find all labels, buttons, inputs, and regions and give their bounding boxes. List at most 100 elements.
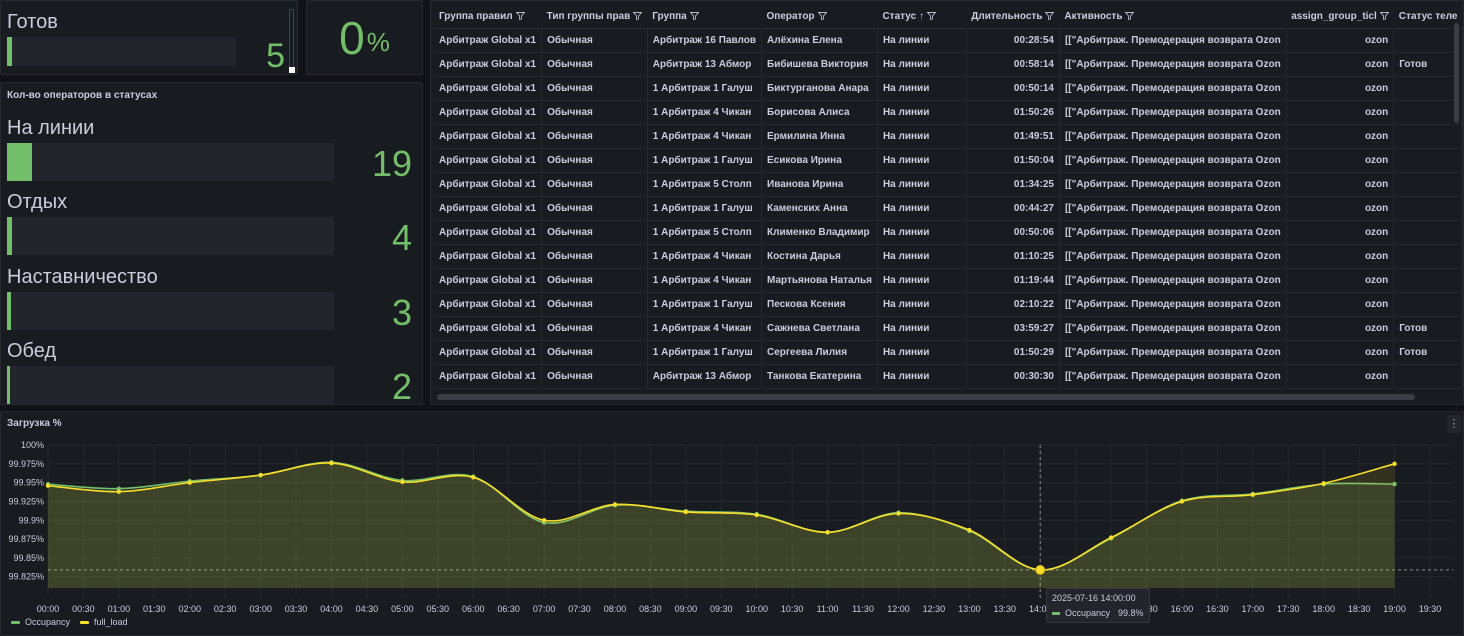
legend-item-occupancy[interactable]: Occupancy [11,617,70,627]
table-row[interactable]: Арбитраж Global x1 Обычная Арбитраж 16 Пав… [434,28,1463,53]
table-cell [1393,364,1463,389]
table-cell: На линии [877,220,967,245]
table-cell: ozon [1286,172,1395,197]
filter-icon[interactable] [1122,11,1135,22]
filter-icon[interactable] [924,11,937,22]
table-cell [1393,220,1463,245]
x-tick-label: 13:00 [958,604,981,614]
status-name: Отдых [7,191,68,213]
filter-icon[interactable] [513,11,525,22]
table-cell: Арбитраж Global x1 [434,220,543,245]
column-header[interactable]: Тип группы прав [541,6,648,29]
table-cell: На линии [877,148,967,173]
table-cell: Арбитраж 13 Абмор [647,364,763,389]
table-cell: 01:50:26 [966,100,1060,125]
column-header[interactable]: Группа [647,6,762,29]
table-row[interactable]: Арбитраж Global x1 Обычная 1 Арбитраж 1 Га… [434,340,1463,365]
table-cell: 01:34:25 [966,172,1060,197]
table-cell: [["Арбитраж. Премодерация возврата Ozon [1059,196,1287,221]
table-cell: Бибишева Виктория [761,52,878,77]
table-cell [1393,76,1463,101]
table-horizontal-scrollbar[interactable] [437,394,1415,400]
table-cell: Обычная [541,52,648,77]
table-cell: Арбитраж 13 Абмор [647,52,763,77]
column-header[interactable]: Статус теле [1393,6,1463,29]
table-row[interactable]: Арбитраж Global x1 Обычная Арбитраж 13 Абм… [434,52,1463,77]
data-point [258,472,263,478]
table-cell: ozon [1286,28,1395,53]
column-header[interactable]: Длительность [966,6,1060,29]
table-row[interactable]: Арбитраж Global x1 Обычная 1 Арбитраж 5 Ст… [434,220,1463,245]
table-cell: 00:50:06 [966,220,1060,245]
data-point [116,489,122,494]
filter-icon[interactable] [1042,11,1055,22]
ready-scrollbar[interactable] [289,9,294,71]
table-row[interactable]: Арбитраж Global x1 Обычная 1 Арбитраж 1 Га… [434,292,1463,317]
tooltip-swatch [1052,611,1060,615]
x-tick-label: 00:00 [37,604,60,614]
sort-ascending-icon[interactable]: ↑ [919,11,925,23]
filter-icon[interactable] [687,11,699,22]
column-header[interactable]: Активность [1059,6,1287,29]
y-tick-label: 99.875% [8,534,44,544]
status-name: Обед [7,340,57,362]
legend-item-full-load[interactable]: full_load [80,617,128,627]
table-cell: [["Арбитраж. Премодерация возврата Ozon [1059,100,1287,125]
status-value: 19 [371,143,412,184]
table-cell: Обычная [541,148,648,173]
table-row[interactable]: Арбитраж Global x1 Обычная 1 Арбитраж 1 Га… [434,76,1463,101]
table-row[interactable]: Арбитраж Global x1 Обычная 1 Арбитраж 4 Чи… [434,124,1463,149]
load-chart[interactable]: 100% 99.975% 99.95% 99.925% 99.9% 99.875% 99.8… [1,412,1464,636]
table-cell: На линии [877,268,967,293]
x-tick-label: 18:30 [1348,604,1371,614]
table-row[interactable]: Арбитраж Global x1 Обычная 1 Арбитраж 4 Чи… [434,100,1463,125]
table-cell: Обычная [541,364,648,389]
table-cell: На линии [877,172,967,197]
data-point [754,512,759,518]
table-row[interactable]: Арбитраж Global x1 Обычная 1 Арбитраж 4 Чи… [434,316,1463,341]
table-cell: 1 Арбитраж 1 Галуш [647,148,763,173]
table-cell: Иванова Ирина [761,172,878,197]
data-point [45,483,51,488]
table-cell: 01:50:04 [966,148,1060,173]
table-cell: [["Арбитраж. Премодерация возврата Ozon [1059,52,1287,77]
data-point [1250,492,1256,497]
table-cell [1393,172,1463,197]
table-cell: Арбитраж Global x1 [434,148,543,173]
column-header[interactable]: Группа правил [434,6,542,29]
y-tick-label: 99.975% [8,459,44,469]
table-cell: 1 Арбитраж 4 Чикан [647,268,763,293]
filter-icon[interactable] [815,11,827,22]
filter-icon[interactable] [1377,11,1389,22]
table-row[interactable]: Арбитраж Global x1 Обычная 1 Арбитраж 4 Чи… [434,244,1463,269]
column-header[interactable]: Статус ↑ [877,6,967,29]
table-cell: 1 Арбитраж 1 Галуш [647,292,763,317]
table-row[interactable]: Арбитраж Global x1 Обычная 1 Арбитраж 5 Ст… [434,172,1463,197]
legend-label: full_load [94,617,128,627]
table-cell: Сажнева Светлана [761,316,878,341]
table-cell: Каменских Анна [761,196,878,221]
table-row[interactable]: Арбитраж Global x1 Обычная 1 Арбитраж 1 Га… [434,196,1463,221]
column-header[interactable]: assign_group_ticl [1286,6,1394,29]
table-cell: Обычная [541,28,648,53]
table-cell: ozon [1286,196,1395,221]
status-bar [7,217,334,255]
table-vertical-scrollbar[interactable] [1454,23,1459,123]
series-line-full_load [47,462,1395,571]
table-cell: ozon [1286,220,1395,245]
table-row[interactable]: Арбитраж Global x1 Обычная Арбитраж 13 Абм… [434,364,1463,389]
table-cell: Арбитраж Global x1 [434,292,543,317]
table-cell: Есикова Ирина [761,148,878,173]
status-name: На линии [7,117,95,139]
ellipsis-vertical-icon[interactable]: ⋮ [1447,415,1461,433]
table-row[interactable]: Арбитраж Global x1 Обычная 1 Арбитраж 1 Га… [434,148,1463,173]
filter-icon[interactable] [630,11,643,22]
table-cell: 1 Арбитраж 4 Чикан [647,244,763,269]
table-row[interactable]: Арбитраж Global x1 Обычная 1 Арбитраж 4 Чи… [434,268,1463,293]
table-cell [1393,148,1463,173]
x-tick-label: 03:00 [249,604,272,614]
table-cell: На линии [877,52,967,77]
table-cell: [["Арбитраж. Премодерация возврата Ozon [1059,124,1287,149]
column-header[interactable]: Оператор [761,6,878,29]
resize-handle[interactable] [289,67,295,73]
